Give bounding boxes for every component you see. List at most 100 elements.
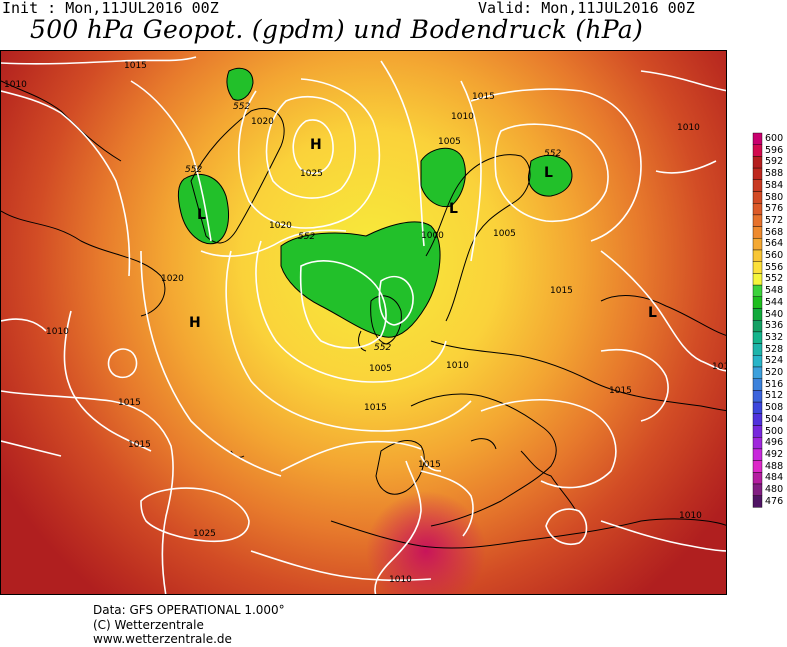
- pressure-centers: H H L L L L: [189, 137, 657, 331]
- legend-swatch: [752, 261, 763, 274]
- geopotential-label: 552: [374, 343, 391, 353]
- legend-swatch: [752, 296, 763, 309]
- legend-value: 580: [765, 191, 784, 203]
- legend-value: 592: [765, 156, 784, 168]
- legend-value: 496: [765, 437, 784, 449]
- legend-value: 536: [765, 320, 784, 332]
- legend-swatch: [752, 273, 763, 286]
- legend-value: 544: [765, 296, 784, 308]
- legend-swatch: [752, 319, 763, 333]
- legend-value: 576: [765, 203, 784, 215]
- pressure-label: 1005: [493, 229, 516, 239]
- legend-swatch: [752, 144, 763, 157]
- pressure-label: 1010: [712, 362, 727, 372]
- legend-swatch: [752, 167, 763, 180]
- pressure-label: 1000: [421, 231, 444, 241]
- low-center: L: [197, 207, 206, 223]
- legend-value: 520: [765, 367, 784, 378]
- legend-swatch: [752, 483, 763, 496]
- legend-swatch: [752, 249, 763, 262]
- pressure-label: 1005: [438, 137, 461, 147]
- legend-value: 484: [765, 472, 784, 484]
- legend-swatch: [752, 238, 763, 251]
- legend-value: 516: [765, 378, 784, 390]
- legend-value: 508: [765, 402, 784, 414]
- pressure-label: 1010: [679, 511, 702, 521]
- geopotential-label: 552: [233, 102, 250, 112]
- color-legend: 600 596 592 588 584 580 576 572 568 564 560 556 552 5…: [752, 132, 787, 519]
- legend-value: 500: [765, 425, 784, 437]
- pressure-label: 1025: [193, 529, 216, 539]
- legend-value: 548: [765, 285, 784, 297]
- trough-greenland-north: [226, 67, 254, 101]
- pressure-label: 1025: [300, 169, 323, 179]
- legend-swatch: [752, 448, 763, 461]
- legend-swatch: [752, 355, 763, 368]
- pressure-label: 1010: [451, 112, 474, 122]
- pressure-label: 1010: [677, 123, 700, 133]
- legend-swatch: [752, 437, 763, 450]
- pressure-label: 1015: [609, 386, 632, 396]
- legend-swatch: [752, 132, 763, 145]
- legend-value: 504: [765, 413, 784, 425]
- legend-swatch: [752, 472, 763, 485]
- pressure-label: 1015: [128, 440, 151, 450]
- pressure-label: 1015: [364, 403, 387, 413]
- trough-greenland-west: [177, 174, 229, 245]
- init-time: Init : Mon,11JUL2016 00Z: [2, 0, 219, 17]
- pressure-label: 1010: [4, 80, 27, 90]
- pressure-label: 1015: [124, 61, 147, 71]
- legend-swatch: [752, 366, 763, 379]
- legend-swatch: [752, 460, 763, 473]
- pressure-label: 1015: [118, 398, 141, 408]
- pressure-labels: 1015 1010 1020 1025 1015 1010 1005 1000 …: [4, 61, 727, 585]
- legend-swatch: [752, 495, 763, 508]
- pressure-label: 1005: [369, 364, 392, 374]
- legend-swatch: [752, 179, 763, 192]
- pressure-label: 1015: [418, 460, 441, 470]
- legend-swatch: [752, 390, 763, 403]
- legend-swatch: [752, 226, 763, 239]
- pressure-label: 1010: [389, 575, 412, 585]
- legend-value: 540: [765, 308, 784, 320]
- geopotential-label: 552: [544, 149, 561, 159]
- legend-value: 532: [765, 331, 784, 343]
- coastlines: [1, 80, 726, 549]
- legend-value: 560: [765, 250, 784, 261]
- legend-value: 556: [765, 261, 784, 273]
- legend-swatch: [752, 401, 763, 415]
- valid-time: Valid: Mon,11JUL2016 00Z: [478, 0, 695, 17]
- low-center: L: [544, 165, 553, 181]
- high-center: H: [189, 315, 201, 331]
- footer: Data: GFS OPERATIONAL 1.000° (C) Wetterz…: [93, 603, 285, 647]
- high-center: H: [310, 137, 322, 153]
- legend-swatch: [752, 202, 763, 216]
- pressure-label: 1010: [46, 327, 69, 337]
- data-source: Data: GFS OPERATIONAL 1.000°: [93, 603, 285, 617]
- legend-value: 552: [765, 273, 784, 285]
- legend-value: 584: [765, 179, 784, 191]
- legend-value: 600: [765, 133, 784, 144]
- site-url: www.wetterzentrale.de: [93, 632, 232, 646]
- pressure-label: 1020: [251, 117, 274, 127]
- legend-value: 528: [765, 343, 784, 355]
- legend-swatch: [752, 308, 763, 321]
- pressure-label: 1015: [472, 92, 495, 102]
- legend-swatch: [752, 413, 763, 426]
- geopotential-label: 552: [298, 232, 315, 242]
- legend-value: 492: [765, 448, 784, 460]
- legend-swatch: [752, 214, 763, 227]
- pressure-label: 1010: [446, 361, 469, 371]
- legend-value: 596: [765, 144, 784, 156]
- map-title: 500 hPa Geopot. (gpdm) und Bodendruck (h…: [30, 15, 644, 44]
- low-center: L: [648, 305, 657, 321]
- legend-value: 512: [765, 390, 784, 402]
- low-center: L: [449, 201, 458, 217]
- legend-swatch: [752, 343, 763, 356]
- legend-swatch: [752, 331, 763, 344]
- legend-value: 524: [765, 355, 784, 367]
- trough-scandinavia: [420, 147, 466, 208]
- map-canvas: 1015 1010 1020 1025 1015 1010 1005 1000 …: [1, 51, 727, 594]
- pressure-label: 1015: [550, 286, 573, 296]
- geopotential-label: 552: [185, 165, 202, 175]
